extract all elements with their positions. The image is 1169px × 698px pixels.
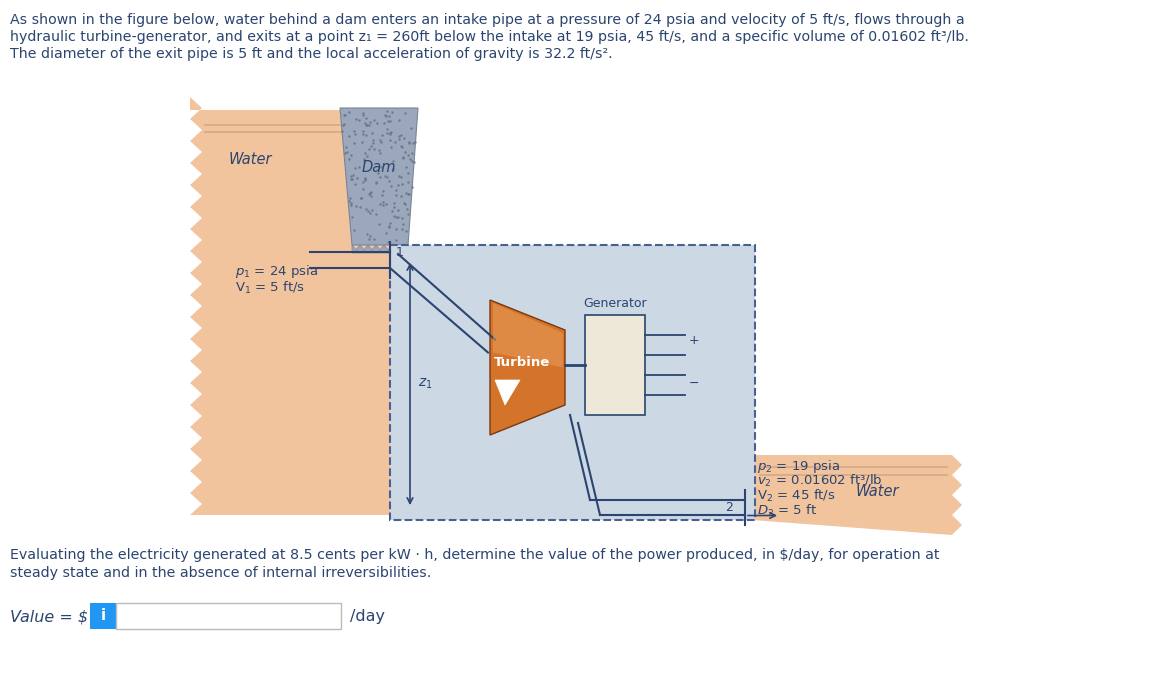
Polygon shape bbox=[352, 245, 408, 253]
Text: $p_2$ = 19 psia: $p_2$ = 19 psia bbox=[758, 458, 841, 475]
Text: Dam: Dam bbox=[361, 161, 396, 175]
Polygon shape bbox=[493, 303, 563, 368]
FancyBboxPatch shape bbox=[90, 603, 116, 629]
Text: 1: 1 bbox=[396, 246, 403, 260]
Text: $v_2$ = 0.01602 ft³/lb: $v_2$ = 0.01602 ft³/lb bbox=[758, 473, 883, 489]
Polygon shape bbox=[490, 300, 565, 435]
Polygon shape bbox=[191, 97, 395, 515]
Bar bbox=[584, 315, 645, 415]
Text: 2: 2 bbox=[725, 501, 733, 514]
Text: i: i bbox=[101, 609, 105, 623]
Text: $D_2$ = 5 ft: $D_2$ = 5 ft bbox=[758, 503, 817, 519]
Text: −: − bbox=[689, 376, 699, 389]
Text: /day: /day bbox=[350, 609, 385, 625]
Text: steady state and in the absence of internal irreversibilities.: steady state and in the absence of inter… bbox=[11, 566, 431, 580]
FancyBboxPatch shape bbox=[116, 603, 341, 629]
Text: The diameter of the exit pipe is 5 ft and the local acceleration of gravity is 3: The diameter of the exit pipe is 5 ft an… bbox=[11, 47, 613, 61]
Text: Evaluating the electricity generated at 8.5 cents per kW · h, determine the valu: Evaluating the electricity generated at … bbox=[11, 548, 940, 562]
Text: Generator: Generator bbox=[583, 297, 646, 310]
Polygon shape bbox=[752, 455, 962, 535]
Polygon shape bbox=[494, 380, 520, 405]
Text: $z_1$: $z_1$ bbox=[419, 377, 433, 391]
Text: $p_1$ = 24 psia: $p_1$ = 24 psia bbox=[235, 264, 318, 281]
Text: Turbine: Turbine bbox=[494, 356, 551, 369]
Text: Water: Water bbox=[856, 484, 899, 500]
Text: +: + bbox=[689, 334, 699, 346]
Bar bbox=[390, 245, 755, 520]
Text: Value = $: Value = $ bbox=[11, 609, 88, 625]
Text: V$_2$ = 45 ft/s: V$_2$ = 45 ft/s bbox=[758, 488, 836, 504]
Text: hydraulic turbine-generator, and exits at a point z₁ = 260ft below the intake at: hydraulic turbine-generator, and exits a… bbox=[11, 30, 969, 44]
Text: V$_1$ = 5 ft/s: V$_1$ = 5 ft/s bbox=[235, 280, 305, 296]
Polygon shape bbox=[340, 108, 419, 245]
Text: As shown in the figure below, water behind a dam enters an intake pipe at a pres: As shown in the figure below, water behi… bbox=[11, 13, 964, 27]
Text: Water: Water bbox=[228, 152, 271, 168]
